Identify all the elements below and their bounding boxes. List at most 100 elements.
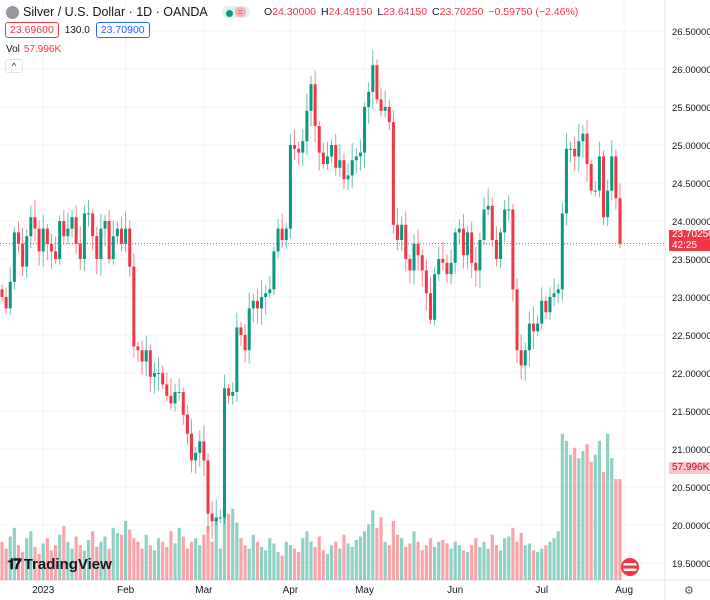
silver-symbol-icon bbox=[6, 5, 19, 19]
volume-legend-value: 57.996K bbox=[23, 44, 62, 55]
candle-body bbox=[8, 281, 12, 309]
volume-bar bbox=[70, 548, 74, 580]
market-status-pill[interactable]: = bbox=[221, 6, 251, 18]
candle-body bbox=[297, 148, 301, 153]
candle-body bbox=[202, 441, 206, 461]
candle-body bbox=[62, 221, 66, 237]
volume-bar bbox=[235, 522, 239, 580]
volume-bar bbox=[156, 538, 161, 580]
candle-body bbox=[523, 350, 527, 366]
y-tick-label: 20.00000 bbox=[672, 521, 710, 532]
candle-body bbox=[54, 251, 58, 259]
candle-body bbox=[0, 289, 4, 297]
candle-body bbox=[128, 228, 132, 267]
candle-body bbox=[95, 236, 99, 259]
volume-bar bbox=[601, 472, 606, 580]
candle-body bbox=[272, 251, 276, 290]
volume-bar bbox=[140, 548, 144, 580]
candle-body bbox=[165, 384, 169, 396]
candle-body bbox=[610, 156, 614, 191]
volume-bar bbox=[325, 553, 330, 580]
volume-bar bbox=[420, 550, 424, 580]
candle-body bbox=[560, 213, 564, 290]
volume-bar bbox=[4, 548, 8, 580]
candle-body bbox=[618, 198, 622, 244]
symbol-title[interactable]: Silver / U.S. Dollar · 1D · OANDA bbox=[23, 5, 208, 19]
candle-body bbox=[251, 300, 255, 309]
candle-body bbox=[589, 164, 593, 191]
volume-bar bbox=[103, 536, 107, 580]
volume-bar bbox=[222, 510, 227, 580]
candle-body bbox=[503, 209, 507, 233]
candle-body bbox=[231, 392, 235, 396]
candle-body bbox=[420, 255, 424, 271]
x-tick-label: Feb bbox=[117, 585, 135, 596]
candle-body bbox=[453, 232, 457, 263]
buy-button[interactable]: 23.70900 bbox=[95, 22, 150, 38]
legend-header: Silver / U.S. Dollar · 1D · OANDA = O24.… bbox=[6, 5, 578, 19]
candle-body bbox=[375, 65, 379, 100]
tradingview-logo-icon: 𝟏𝟕 bbox=[7, 556, 22, 573]
y-tick-label: 22.00000 bbox=[672, 369, 710, 380]
volume-bar bbox=[334, 541, 338, 580]
y-tick-label: 22.50000 bbox=[672, 331, 710, 342]
candle-body bbox=[552, 293, 556, 297]
candle-body bbox=[111, 236, 115, 259]
candle-body bbox=[25, 236, 29, 267]
volume-bar bbox=[606, 433, 610, 580]
candle-body bbox=[342, 160, 346, 180]
volume-bar bbox=[441, 539, 445, 580]
candle-body bbox=[136, 346, 140, 351]
settings-gear-icon[interactable]: ⚙ bbox=[684, 585, 694, 597]
candle-body bbox=[41, 228, 45, 252]
volume-bar bbox=[276, 552, 280, 580]
volume-bar bbox=[437, 541, 441, 580]
volume-bar bbox=[152, 550, 157, 580]
low-value: 23.64150 bbox=[383, 6, 428, 18]
y-tick-label: 23.50000 bbox=[672, 255, 710, 266]
candle-body bbox=[404, 224, 408, 259]
volume-legend-label: Vol bbox=[6, 44, 20, 55]
candle-body bbox=[445, 262, 449, 275]
tradingview-logo-text: TradingView bbox=[23, 556, 112, 573]
volume-bar bbox=[25, 538, 29, 580]
volume-bar bbox=[519, 533, 523, 580]
volume-bar bbox=[95, 546, 99, 580]
candle-body bbox=[556, 289, 560, 294]
volume-bar bbox=[268, 538, 272, 580]
volume-bar bbox=[478, 546, 482, 580]
candle-body bbox=[301, 141, 305, 153]
volume-bar bbox=[21, 552, 25, 580]
candle-body bbox=[383, 107, 387, 111]
volume-bar bbox=[251, 534, 255, 580]
volume-bar bbox=[198, 545, 202, 580]
candle-body bbox=[206, 460, 210, 514]
candle-body bbox=[433, 274, 437, 320]
candle-body bbox=[363, 107, 367, 153]
sell-button[interactable]: 23.69600 bbox=[5, 22, 59, 38]
volume-bar bbox=[165, 546, 169, 580]
volume-bar bbox=[58, 534, 62, 580]
volume-bar bbox=[247, 548, 251, 580]
y-tick-label: 24.50000 bbox=[672, 179, 710, 190]
y-tick-label: 20.50000 bbox=[672, 483, 710, 494]
y-tick-label: 24.00000 bbox=[672, 217, 710, 228]
candle-body bbox=[82, 213, 86, 259]
collapse-legend-button[interactable]: ^ bbox=[5, 59, 23, 73]
us-flag-icon[interactable] bbox=[621, 558, 639, 576]
volume-bar bbox=[490, 534, 494, 580]
y-tick-label: 26.50000 bbox=[672, 27, 710, 38]
volume-bar bbox=[338, 548, 342, 580]
candle-body bbox=[173, 392, 177, 404]
candle-body bbox=[222, 388, 226, 518]
volume-bar bbox=[74, 536, 78, 580]
volume-bar bbox=[8, 536, 12, 580]
tradingview-logo[interactable]: 𝟏𝟕 TradingView bbox=[7, 556, 112, 573]
volume-bar bbox=[523, 545, 527, 580]
candle-body bbox=[499, 232, 503, 259]
volume-bar bbox=[362, 531, 367, 580]
volume-bar bbox=[272, 543, 276, 580]
candle-body bbox=[99, 228, 103, 259]
volume-bar bbox=[507, 536, 511, 580]
